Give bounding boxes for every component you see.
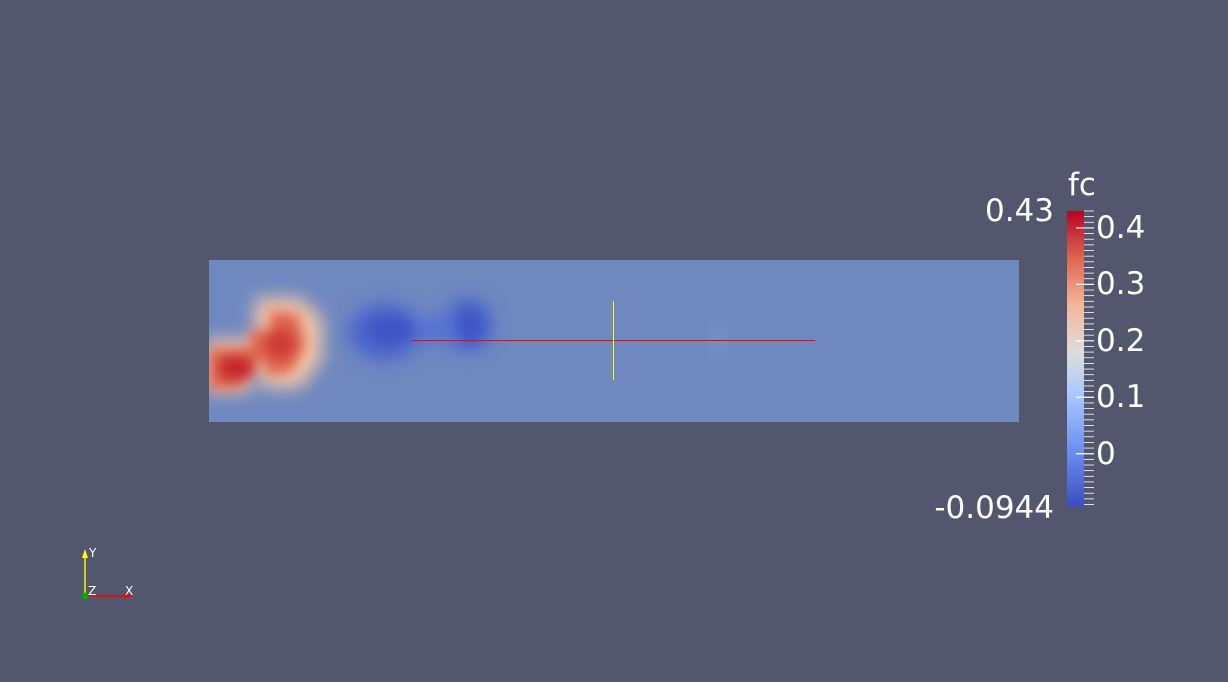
color-legend-ticks xyxy=(1076,210,1094,505)
color-legend-tick-label: 0.4 xyxy=(1096,210,1146,246)
z-axis-dot xyxy=(81,592,89,600)
high-fc-core xyxy=(209,310,306,390)
z-axis-label: Z xyxy=(88,584,97,598)
y-axis-label: Y xyxy=(89,546,97,560)
color-legend-min-label: -0.0944 xyxy=(934,490,1054,526)
domain-slice xyxy=(209,260,1019,422)
low-fc-core xyxy=(370,308,482,344)
color-legend-bar xyxy=(1067,211,1084,507)
color-legend-tick-label: 0.2 xyxy=(1096,323,1146,359)
orientation-axes xyxy=(81,549,133,600)
color-legend-tick-label: 0.1 xyxy=(1096,379,1146,415)
color-legend xyxy=(1067,210,1094,507)
color-legend-title: fc xyxy=(1068,167,1096,203)
x-axis-arrow xyxy=(124,593,133,599)
x-axis-label: X xyxy=(125,584,134,598)
y-axis-arrow xyxy=(82,549,88,558)
field-features xyxy=(209,298,724,392)
color-legend-tick-label: 0 xyxy=(1096,436,1116,472)
color-legend-max-label: 0.43 xyxy=(984,193,1054,229)
color-legend-tick-label: 0.3 xyxy=(1096,266,1146,302)
